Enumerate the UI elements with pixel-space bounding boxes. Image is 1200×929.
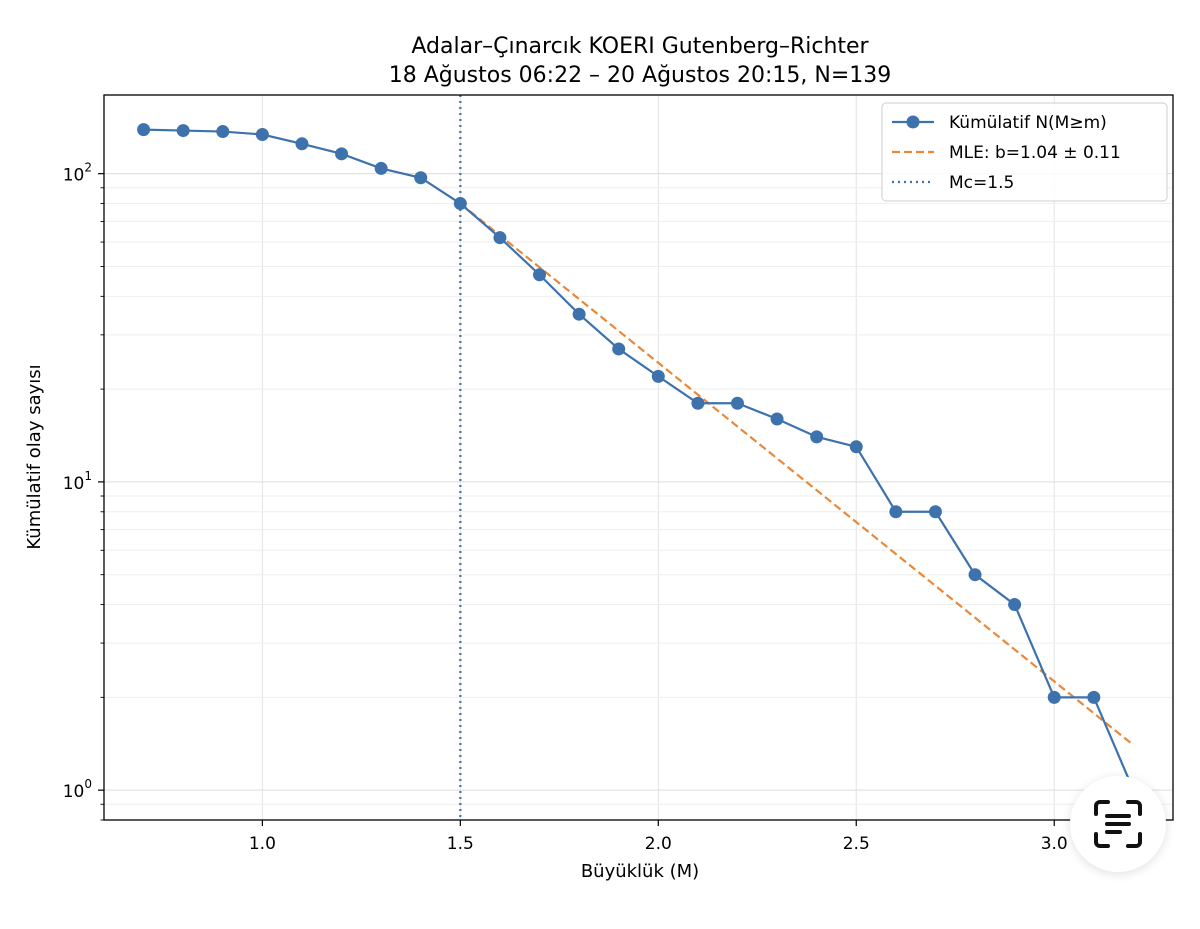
data-point	[612, 342, 626, 356]
data-point	[810, 430, 824, 444]
y-axis-label: Kümülatif olay sayısı	[24, 364, 45, 549]
chart-title-line2: 18 Ağustos 06:22 – 20 Ağustos 20:15, N=1…	[389, 63, 892, 88]
x-tick-label: 2.0	[645, 834, 672, 854]
y-tick-label: 101	[63, 469, 92, 494]
lens-button[interactable]	[1070, 776, 1166, 872]
y-tick-exponent: 2	[84, 161, 92, 175]
y-tick-exponent: 1	[84, 469, 92, 483]
y-tick-base: 10	[63, 474, 85, 494]
legend-box	[881, 102, 1168, 202]
data-point	[651, 369, 665, 383]
data-point	[176, 124, 190, 138]
data-point	[493, 231, 507, 245]
x-tick-label: 2.5	[843, 834, 870, 854]
data-point	[572, 307, 586, 321]
x-axis-ticks: 1.0 1.5 2.0 2.5 3.0	[249, 820, 1068, 854]
x-tick-label: 1.5	[447, 834, 474, 854]
legend-label-cumulative: Kümülatif N(M≥m)	[949, 113, 1107, 133]
x-tick-label: 1.0	[249, 834, 276, 854]
x-axis-label: Büyüklük (M)	[581, 861, 699, 882]
cumulative-line	[143, 128, 1135, 791]
y-tick-base: 10	[63, 166, 85, 186]
plot-frame	[103, 94, 1174, 821]
y-tick-base: 10	[63, 782, 85, 802]
data-point	[335, 147, 349, 161]
y-tick-label: 100	[63, 777, 92, 802]
data-point	[295, 137, 309, 151]
data-point	[1047, 690, 1061, 704]
x-tick-label: 3.0	[1041, 834, 1068, 854]
chart-title-line1: Adalar–Çınarcık KOERI Gutenberg–Richter	[411, 34, 869, 59]
data-point	[216, 125, 230, 139]
data-point	[770, 412, 784, 426]
data-point	[928, 505, 942, 519]
data-point	[533, 268, 547, 282]
data-point	[137, 123, 151, 137]
data-point	[453, 197, 467, 211]
data-point	[255, 128, 269, 142]
grid	[104, 95, 1173, 821]
legend-label-mle: MLE: b=1.04 ± 0.11	[949, 143, 1121, 163]
y-tick-exponent: 0	[84, 777, 92, 791]
data-point	[1087, 690, 1101, 704]
data-point	[889, 505, 903, 519]
mle-fit-line	[459, 202, 1135, 746]
data-point	[730, 396, 744, 410]
legend: Kümülatif N(M≥m) MLE: b=1.04 ± 0.11 Mc=1.5	[881, 102, 1168, 202]
data-point	[374, 161, 388, 175]
data-point	[691, 396, 705, 410]
y-tick-label: 102	[63, 161, 92, 186]
series-layer	[137, 123, 1140, 797]
text-scan-icon	[1094, 800, 1142, 848]
data-point	[968, 568, 982, 582]
data-point	[1008, 598, 1022, 612]
legend-marker-cumulative	[906, 115, 920, 129]
legend-label-mc: Mc=1.5	[949, 173, 1014, 193]
legend-items: Kümülatif N(M≥m) MLE: b=1.04 ± 0.11 Mc=1.5	[892, 113, 1121, 193]
data-point	[414, 171, 428, 185]
data-point	[849, 440, 863, 454]
